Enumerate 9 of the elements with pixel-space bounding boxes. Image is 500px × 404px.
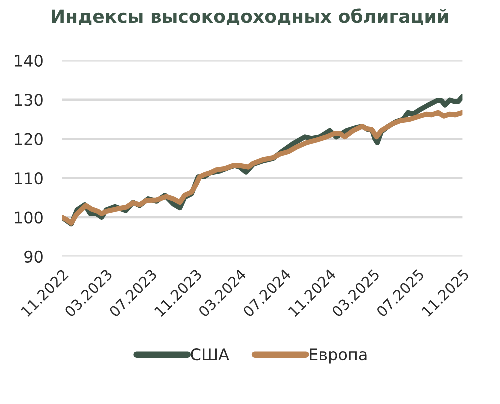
y-tick-label: 140 (15, 54, 43, 67)
legend-label: Европа (310, 348, 367, 364)
y-tick-label: 110 (15, 172, 43, 185)
chart-title: Индексы высокодоходных облигаций (52, 8, 448, 26)
y-tick-label: 120 (15, 133, 43, 146)
y-tick-label: 130 (15, 94, 43, 106)
y-tick-label: 90 (24, 250, 43, 263)
y-tick-label: 100 (15, 212, 43, 224)
legend-label: США (191, 348, 230, 361)
